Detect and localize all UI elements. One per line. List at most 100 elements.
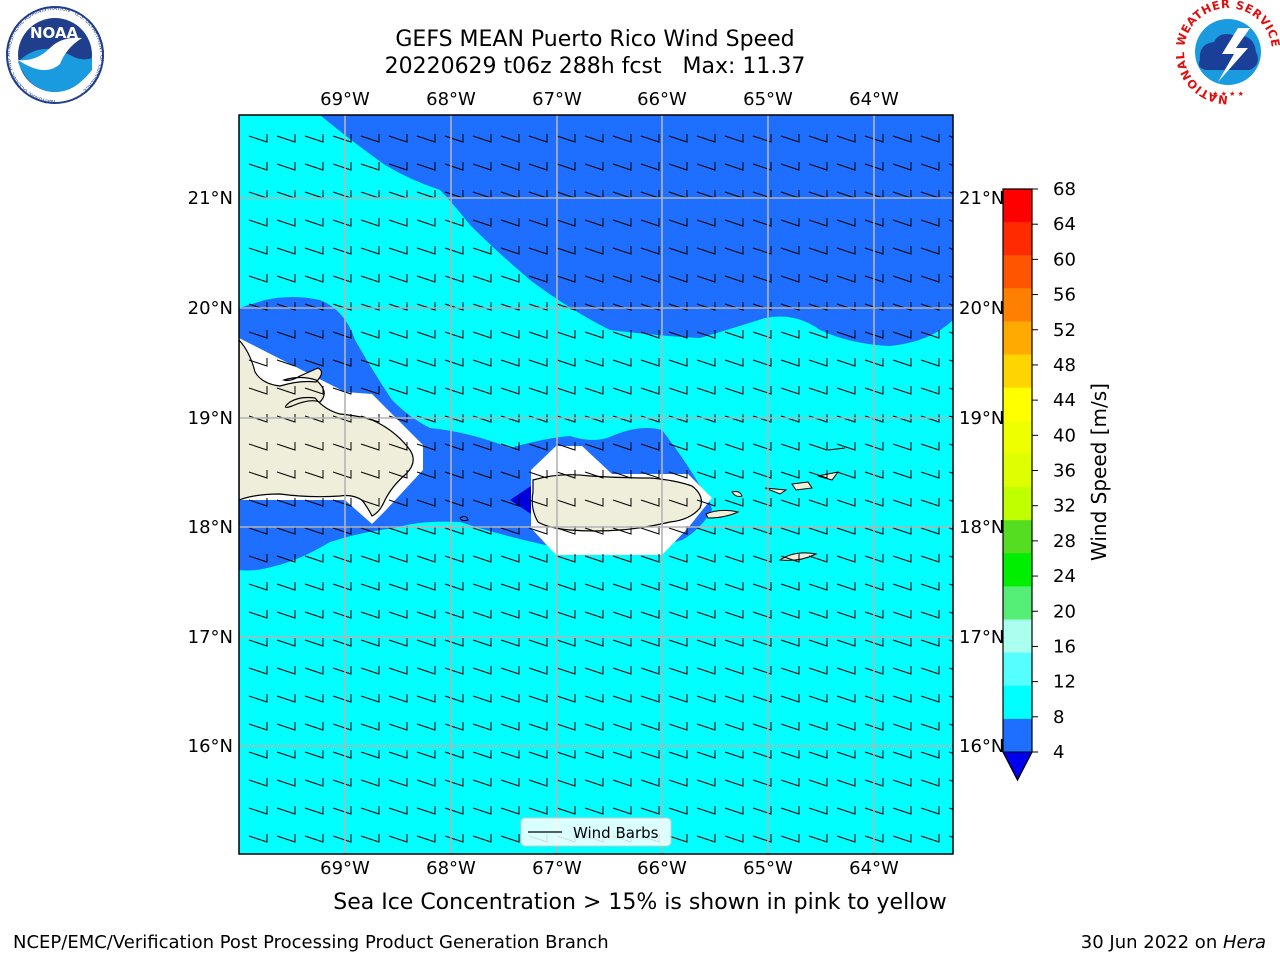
- colorbar-segment: [1003, 586, 1032, 621]
- wind-barb: [332, 386, 352, 395]
- wind-barb: [864, 610, 884, 619]
- wind-barb: [864, 806, 884, 815]
- wind-barb: [836, 834, 856, 843]
- wind-barb: [388, 498, 408, 507]
- wind-barb: [472, 470, 492, 479]
- wind-barb: [528, 442, 548, 451]
- wind-barb: [780, 358, 800, 367]
- wind-barb: [864, 358, 884, 367]
- wind-barb: [752, 834, 772, 843]
- wind-barb: [920, 330, 940, 339]
- wind-barb: [472, 330, 492, 339]
- colorbar-tick-label: 24: [1053, 566, 1076, 587]
- colorbar-underflow-arrow: [1002, 751, 1033, 782]
- wind-barb: [892, 246, 912, 255]
- wind-barb: [892, 806, 912, 815]
- wind-barb: [668, 638, 688, 647]
- wind-barb: [808, 694, 828, 703]
- wind-barb: [612, 162, 632, 171]
- wind-barb: [528, 218, 548, 227]
- wind-barb: [892, 498, 912, 507]
- wind-barb: [892, 722, 912, 731]
- wind-barb: [248, 470, 268, 479]
- wind-barb: [528, 582, 548, 591]
- wind-barb: [584, 582, 604, 591]
- wind-barb: [332, 274, 352, 283]
- wind-barb: [388, 246, 408, 255]
- wind-barb: [780, 498, 800, 507]
- wind-barb: [304, 302, 324, 311]
- wind-barb: [892, 694, 912, 703]
- wind-barb: [248, 666, 268, 675]
- colorbar-tick-label: 32: [1053, 496, 1076, 517]
- wind-barb: [864, 582, 884, 591]
- wind-barb: [920, 750, 940, 759]
- wind-barb: [612, 274, 632, 283]
- colorbar-segment: [1003, 553, 1032, 587]
- wind-barb: [668, 666, 688, 675]
- noaa-logo-text: NOAA: [30, 24, 79, 42]
- wind-barb: [416, 470, 436, 479]
- wind-barb: [780, 694, 800, 703]
- wind-barb: [752, 274, 772, 283]
- wind-barb: [500, 666, 520, 675]
- wind-barb: [332, 834, 352, 843]
- wind-barb: [332, 526, 352, 535]
- wind-barb: [780, 470, 800, 479]
- wind-barb: [556, 246, 576, 255]
- wind-barb: [920, 274, 940, 283]
- wind-barb: [584, 330, 604, 339]
- wind-barb: [416, 246, 436, 255]
- wind-barb: [360, 330, 380, 339]
- wind-barb: [556, 134, 576, 143]
- wind-barb: [248, 610, 268, 619]
- wind-barb: [500, 750, 520, 759]
- colorbar-segment: [1003, 487, 1032, 521]
- wind-barb: [248, 694, 268, 703]
- wind-barb: [892, 274, 912, 283]
- wind-barb: [864, 694, 884, 703]
- wind-barb: [780, 218, 800, 227]
- wind-barb: [332, 806, 352, 815]
- wind-barb: [780, 582, 800, 591]
- wind-barb: [612, 666, 632, 675]
- wind-barb: [752, 386, 772, 395]
- wind-barb: [612, 750, 632, 759]
- wind-barb: [724, 302, 744, 311]
- wind-barb: [892, 526, 912, 535]
- wind-barb: [668, 470, 688, 479]
- wind-barb: [276, 358, 296, 367]
- wind-barb: [836, 806, 856, 815]
- wind-barb: [864, 218, 884, 227]
- wind-barb: [864, 778, 884, 787]
- wind-barb: [472, 722, 492, 731]
- wind-barb: [332, 442, 352, 451]
- wind-barb: [892, 330, 912, 339]
- colorbar: 68 64 60 56 52 48 44 40 36 32 28 24 20 16 12 8 4: [1002, 179, 1076, 782]
- wind-barb: [612, 134, 632, 143]
- wind-barb: [416, 274, 436, 283]
- wind-barb: [388, 358, 408, 367]
- wind-barb: [500, 470, 520, 479]
- wind-barb: [920, 610, 940, 619]
- lon-tick-bottom: 64°W: [849, 858, 899, 879]
- colorbar-segment: [1003, 652, 1032, 687]
- wind-barb: [808, 834, 828, 843]
- wind-barb: [556, 582, 576, 591]
- wind-barb: [500, 722, 520, 731]
- wind-barb: [696, 610, 716, 619]
- wind-barb: [752, 162, 772, 171]
- wind-barb: [752, 582, 772, 591]
- wind-barb: [696, 274, 716, 283]
- wind-barb: [780, 246, 800, 255]
- wind-barb: [808, 302, 828, 311]
- wind-barb: [360, 274, 380, 283]
- wind-barb: [360, 498, 380, 507]
- colorbar-tick-label: 44: [1053, 390, 1076, 411]
- wind-barb: [276, 778, 296, 787]
- wind-barb: [864, 834, 884, 843]
- wind-barb: [500, 162, 520, 171]
- lat-tick-left: 17°N: [188, 627, 233, 648]
- wind-barb: [248, 274, 268, 283]
- svg-text:★ ★ ★ ★: ★ ★ ★ ★: [1212, 90, 1244, 98]
